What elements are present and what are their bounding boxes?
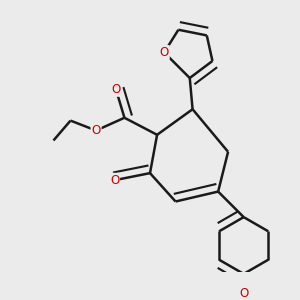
Text: O: O <box>92 124 101 137</box>
Text: O: O <box>111 83 121 96</box>
Text: O: O <box>160 46 169 59</box>
Text: O: O <box>239 287 248 300</box>
Text: O: O <box>110 174 119 187</box>
